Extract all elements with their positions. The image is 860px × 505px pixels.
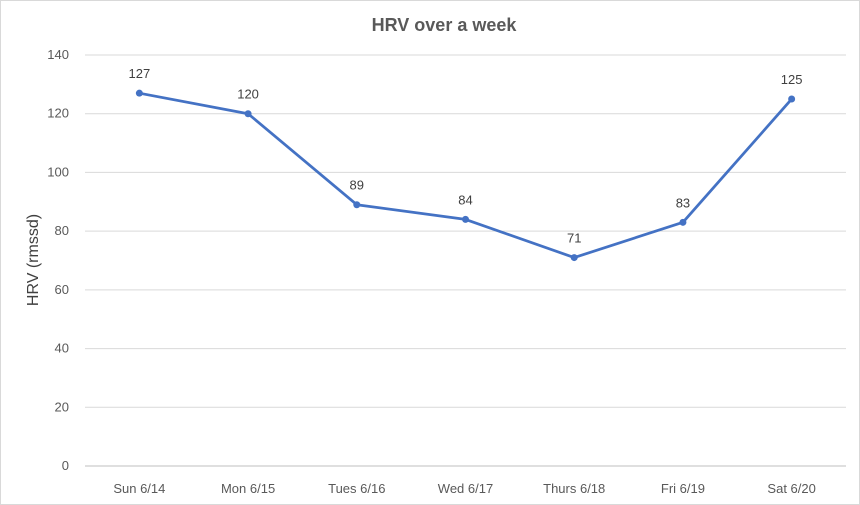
data-label: 84 [458,192,472,207]
data-label: 120 [237,87,259,102]
data-point [570,254,578,262]
y-tick-label: 140 [47,47,69,62]
data-point [462,215,469,223]
data-label: 83 [676,195,690,210]
x-tick-label: Sat 6/20 [767,481,815,496]
data-label: 89 [350,178,364,193]
x-axis-ticks: Sun 6/14 Mon 6/15 Tues 6/16 Wed 6/17 Thurs 6… [113,481,816,496]
data-point [679,218,687,226]
y-axis-ticks: 0 20 40 60 80 100 120 140 [47,47,69,473]
y-tick-label: 100 [47,164,69,179]
x-tick-label: Tues 6/16 [328,481,385,496]
x-tick-label: Mon 6/15 [221,481,275,496]
data-point [788,95,796,103]
x-tick-label: Wed 6/17 [438,481,493,496]
x-tick-label: Sun 6/14 [113,481,165,496]
data-label: 127 [129,66,151,81]
data-labels: 127 120 89 84 71 83 125 [129,66,803,245]
chart-title: HRV over a week [372,15,518,35]
data-point [353,201,361,209]
series-hrv [135,89,796,262]
y-tick-label: 80 [55,223,69,238]
x-tick-label: Fri 6/19 [661,481,705,496]
y-tick-label: 0 [62,458,69,473]
data-label: 125 [781,72,803,87]
series-line [137,91,794,259]
y-axis-title: HRV (rmssd) [25,214,42,306]
data-point [244,110,252,118]
gridlines [85,54,846,467]
y-tick-label: 120 [47,106,69,121]
data-label: 71 [567,231,581,246]
y-tick-label: 20 [55,399,69,414]
y-tick-label: 60 [55,282,69,297]
x-tick-label: Thurs 6/18 [543,481,605,496]
y-tick-label: 40 [55,341,69,356]
data-point [135,89,143,97]
